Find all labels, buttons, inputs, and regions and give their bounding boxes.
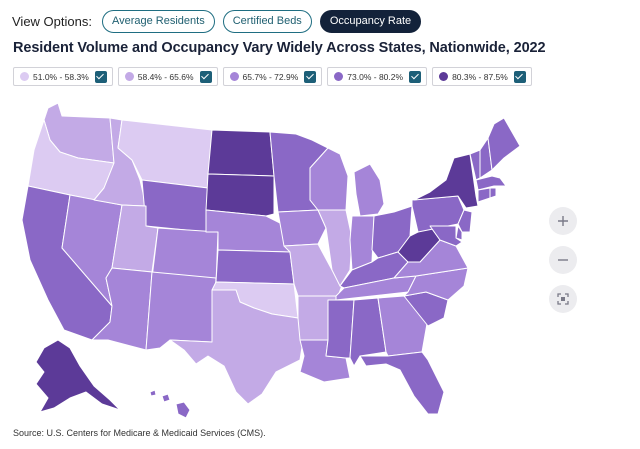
checkbox-icon[interactable] [199,70,212,83]
state-hi-island[interactable] [149,389,157,397]
checkbox-icon[interactable] [409,70,422,83]
state-ms[interactable] [325,299,355,359]
legend-label: 65.7% - 72.9% [242,71,299,82]
legend-item-bin-4[interactable]: 73.0% - 80.2% [327,67,428,86]
state-tx[interactable] [169,289,305,405]
legend-swatch [439,72,449,81]
checkbox-icon[interactable] [94,70,107,83]
state-hi-island[interactable] [161,393,171,403]
state-de[interactable] [455,225,463,241]
state-nd[interactable] [207,129,275,177]
reset-zoom-button[interactable] [549,285,577,313]
state-ne[interactable] [205,209,291,253]
legend-swatch [20,72,29,81]
zoom-out-button[interactable] [549,246,577,274]
occupancy-rate-button[interactable]: Occupancy Rate [319,10,422,33]
plus-icon [558,216,568,226]
minus-icon [558,259,568,261]
state-nm[interactable] [145,271,217,351]
state-hi[interactable] [175,401,191,419]
legend-item-bin-1[interactable]: 51.0% - 58.3% [13,67,113,86]
zoom-in-button[interactable] [549,207,577,235]
state-il[interactable] [317,209,353,287]
state-in[interactable] [349,215,375,271]
source-note: Source: U.S. Centers for Medicare & Medi… [13,428,266,438]
fit-icon [557,293,569,305]
state-nj[interactable] [457,209,473,233]
state-ny[interactable] [413,153,479,209]
state-ks[interactable] [215,249,295,285]
state-wi[interactable] [309,147,349,211]
legend-label: 73.0% - 80.2% [347,71,404,82]
legend-label: 51.0% - 58.3% [33,71,89,82]
certified-beds-button[interactable]: Certified Beds [222,10,312,33]
average-residents-button[interactable]: Average Residents [101,10,215,33]
legend-swatch [334,72,344,81]
legend-item-bin-5[interactable]: 80.3% - 87.5% [432,67,532,86]
view-options: View Options: Average Residents Certifie… [12,10,422,33]
state-ia[interactable] [277,209,327,247]
legend-swatch [124,72,134,81]
legend-swatch [229,72,239,81]
state-me[interactable] [487,117,521,171]
checkbox-icon[interactable] [513,70,526,83]
legend-label: 58.4% - 65.6% [137,71,194,82]
legend-item-bin-3[interactable]: 65.7% - 72.9% [222,67,323,86]
state-wy[interactable] [141,179,209,233]
legend-label: 80.3% - 87.5% [452,71,508,82]
legend-item-bin-2[interactable]: 58.4% - 65.6% [117,67,218,86]
state-ct[interactable] [477,187,491,203]
state-md[interactable] [429,225,463,247]
state-ak[interactable] [35,339,121,413]
state-ri[interactable] [489,187,497,199]
state-sd[interactable] [205,173,275,217]
view-options-label: View Options: [12,14,92,29]
map-title: Resident Volume and Occupancy Vary Widel… [13,40,546,56]
legend: 51.0% - 58.3% 58.4% - 65.6% 65.7% - 72.9… [13,67,532,86]
state-fl[interactable] [359,351,445,415]
checkbox-icon[interactable] [304,70,317,83]
state-mi[interactable] [353,163,385,217]
